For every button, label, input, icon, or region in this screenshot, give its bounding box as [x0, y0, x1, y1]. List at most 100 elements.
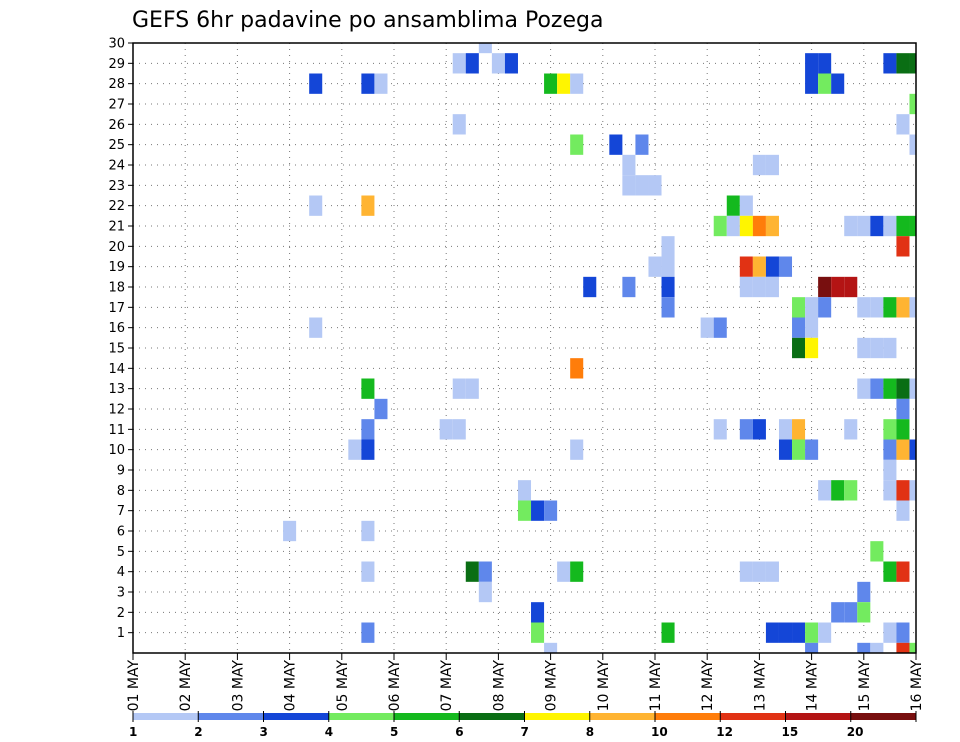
legend-swatch	[850, 713, 917, 720]
heatmap-cell	[805, 73, 819, 94]
heatmap-cell	[818, 480, 832, 501]
x-tick-label: 07 MAY	[439, 660, 455, 712]
heatmap-cell	[844, 602, 858, 623]
heatmap-cell	[739, 256, 753, 277]
heatmap-cell	[870, 215, 884, 237]
legend-label: 8	[586, 725, 594, 739]
heatmap-cell	[857, 581, 871, 603]
heatmap-cell	[805, 317, 819, 338]
heatmap-cell	[778, 256, 793, 277]
heatmap-cell	[752, 276, 766, 298]
legend-label: 20	[847, 725, 864, 739]
legend-swatch	[328, 713, 395, 720]
heatmap-cell	[883, 53, 897, 74]
heatmap-cell	[452, 378, 466, 399]
heatmap-cell	[465, 378, 479, 399]
x-tick-label: 14 MAY	[805, 660, 821, 712]
heatmap-cell	[765, 276, 779, 298]
heatmap-cell	[752, 154, 766, 176]
heatmap-cell	[883, 337, 897, 359]
y-tick-label: 8	[117, 484, 125, 499]
heatmap-cell	[765, 561, 779, 582]
heatmap-cell	[778, 419, 793, 440]
heatmap-cell	[361, 622, 375, 643]
heatmap-cell	[778, 622, 793, 643]
heatmap-cell	[648, 256, 662, 277]
legend-label: 3	[260, 725, 268, 739]
heatmap-cell	[465, 561, 479, 582]
y-tick-label: 23	[108, 179, 125, 194]
heatmap-cell	[309, 195, 323, 216]
heatmap-cell	[570, 439, 584, 460]
heatmap-cell	[896, 419, 910, 440]
legend-label: 12	[716, 725, 733, 739]
y-tick-label: 25	[108, 138, 125, 153]
heatmap-cell	[361, 419, 375, 440]
heatmap-cell	[309, 317, 323, 338]
heatmap-cell	[635, 175, 649, 196]
heatmap-cell	[622, 276, 636, 298]
heatmap-cell	[361, 378, 375, 399]
heatmap-cell	[909, 134, 916, 155]
y-tick-label: 24	[108, 159, 125, 174]
heatmap-cell	[896, 480, 910, 501]
y-tick-label: 27	[108, 98, 125, 113]
heatmap-cell	[844, 419, 858, 440]
heatmap-cell	[805, 439, 819, 460]
legend-swatch	[720, 713, 786, 720]
heatmap-cell	[896, 53, 910, 74]
heatmap-cell	[857, 297, 871, 318]
x-tick-label: 16 MAY	[909, 660, 925, 712]
heatmap-cell	[792, 337, 806, 359]
y-axis: 1234567891011121314151617181920212223242…	[108, 37, 133, 641]
y-tick-label: 28	[108, 77, 125, 92]
y-tick-label: 10	[108, 443, 125, 458]
heatmap-cell	[452, 419, 466, 440]
heatmap-cell	[883, 215, 897, 237]
heatmap-cell	[661, 276, 675, 298]
y-tick-label: 30	[108, 37, 125, 52]
x-tick-label: 06 MAY	[387, 660, 403, 712]
heatmap-cell	[765, 256, 779, 277]
heatmap-cell	[648, 175, 662, 196]
x-tick-label: 09 MAY	[544, 660, 560, 712]
legend-swatch	[524, 713, 591, 720]
heatmap-cell	[700, 317, 714, 338]
y-tick-label: 9	[117, 464, 125, 479]
heatmap-cell	[283, 520, 297, 542]
heatmap-cell	[883, 480, 897, 501]
heatmap-cell	[870, 642, 884, 653]
heatmap-cell	[909, 642, 916, 653]
heatmap-cell	[896, 378, 910, 399]
x-tick-label: 01 MAY	[126, 660, 142, 712]
x-tick-label: 02 MAY	[178, 660, 194, 712]
y-tick-label: 17	[108, 301, 125, 316]
x-tick-label: 03 MAY	[230, 660, 246, 712]
heatmap-cell	[452, 114, 466, 135]
heatmap-cell	[896, 622, 910, 643]
x-tick-label: 12 MAY	[700, 660, 716, 712]
heatmap-cell	[896, 500, 910, 521]
heatmap-cell	[713, 419, 727, 440]
heatmap-cell	[726, 215, 740, 237]
legend-label: 1	[129, 725, 137, 739]
heatmap-cell	[883, 297, 897, 318]
y-tick-label: 21	[108, 220, 125, 235]
legend-swatch	[785, 713, 852, 720]
heatmap-cell	[857, 215, 871, 237]
heatmap-cell	[544, 73, 558, 94]
heatmap-cell	[361, 73, 375, 94]
heatmap-cell	[544, 642, 558, 653]
heatmap-cell	[713, 215, 727, 237]
heatmap-cell	[831, 602, 845, 623]
legend-label: 4	[325, 725, 333, 739]
heatmap-cell	[739, 561, 753, 582]
heatmap-cell	[792, 419, 806, 440]
heatmap-cell	[844, 480, 858, 501]
y-tick-label: 19	[108, 260, 125, 275]
x-tick-label: 04 MAY	[283, 660, 299, 712]
heatmap-cell	[870, 378, 884, 399]
x-tick-label: 10 MAY	[596, 660, 612, 712]
heatmap-cell	[439, 419, 453, 440]
heatmap-cell	[661, 256, 675, 277]
